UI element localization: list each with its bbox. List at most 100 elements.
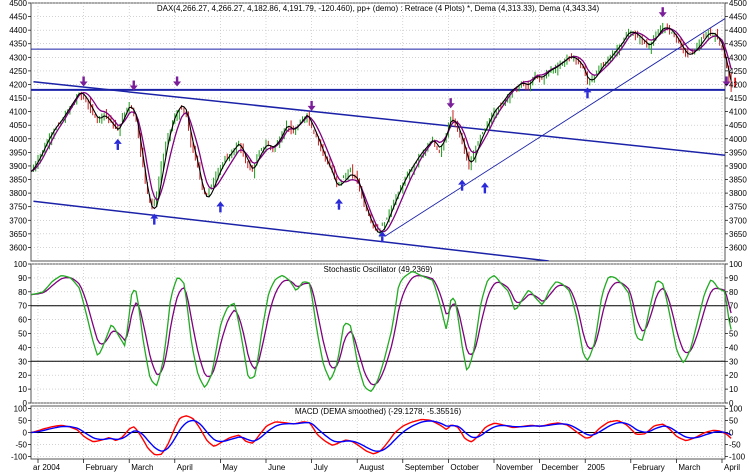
y-tick-label: 4250 <box>729 67 747 76</box>
down-arrow-icon <box>79 81 88 87</box>
y-tick-label: 4300 <box>9 53 27 62</box>
y-tick-label: 40 <box>729 343 738 352</box>
y-tick-label: 3650 <box>9 230 27 239</box>
down-arrow-shaft <box>449 98 452 105</box>
x-tick-label: May <box>222 463 237 472</box>
down-arrow-icon <box>722 81 731 87</box>
up-arrow-shaft <box>586 92 589 99</box>
down-arrow-shaft <box>310 100 313 107</box>
y-tick-label: 4050 <box>9 121 27 130</box>
y-tick-label: 4200 <box>9 80 27 89</box>
y-tick-label: 4500 <box>729 0 747 8</box>
up-arrow-shaft <box>460 184 464 191</box>
y-tick-label: 0 <box>23 429 28 438</box>
stochastic-d-line <box>31 274 732 386</box>
stochastic-k-line <box>31 271 732 393</box>
y-tick-label: 3750 <box>729 203 747 212</box>
y-tick-label: 3800 <box>729 189 747 198</box>
stochastic-series <box>31 271 732 393</box>
y-tick-label: 10 <box>729 385 738 394</box>
y-tick-label: 4000 <box>9 135 27 144</box>
price-arrows <box>79 7 736 243</box>
x-tick-label: July <box>314 463 328 472</box>
x-axis: ar 2004 February March April May June July Augu… <box>33 459 740 472</box>
y-tick-label: 4100 <box>729 108 747 117</box>
y-tick-label: 10 <box>18 385 27 394</box>
price-axis-left: 3600 3650 3700 3750 3800 3850 3900 3950 4000 4050… <box>9 0 31 252</box>
y-tick-label: 3650 <box>729 230 747 239</box>
y-tick-label: 30 <box>18 357 27 366</box>
stochastic-axis-left: 0 10 20 30 40 50 60 70 80 90 100 <box>14 260 31 408</box>
price-axis-right: 3600 3650 3700 3750 3800 3850 3900 3950 4000 4050… <box>725 0 747 252</box>
y-tick-label: 80 <box>729 288 738 297</box>
up-arrow-shaft <box>116 143 119 150</box>
y-tick-label: 50 <box>729 416 738 425</box>
y-tick-label: 3750 <box>9 203 27 212</box>
x-tick-label: ar 2004 <box>33 463 61 472</box>
up-arrow-shaft <box>219 206 222 213</box>
up-arrow-icon <box>458 179 467 185</box>
up-arrow-icon <box>480 182 489 188</box>
y-tick-label: 3700 <box>9 216 27 225</box>
x-tick-label: December <box>542 463 579 472</box>
x-tick-label: 2005 <box>587 463 605 472</box>
x-tick-label: February <box>633 463 665 472</box>
stochastic-grid <box>31 263 725 404</box>
y-tick-label: 4000 <box>729 135 747 144</box>
up-arrow-icon <box>334 198 343 204</box>
y-tick-label: 4400 <box>9 26 27 35</box>
y-tick-label: 100 <box>14 260 28 269</box>
price-series <box>30 27 732 234</box>
y-tick-label: 50 <box>18 416 27 425</box>
y-tick-label: -50 <box>15 441 27 450</box>
y-tick-label: 0 <box>23 399 28 408</box>
y-tick-label: 3900 <box>9 162 27 171</box>
down-arrow-shaft <box>175 76 179 83</box>
y-tick-label: 3800 <box>9 189 27 198</box>
price-reference-lines <box>31 18 725 261</box>
y-tick-label: 4050 <box>729 121 747 130</box>
x-tick-label: June <box>268 463 286 472</box>
y-tick-label: 3850 <box>9 176 27 185</box>
up-arrow-shaft <box>381 236 384 243</box>
down-arrow-icon <box>173 81 182 87</box>
dema-slow-line <box>30 27 732 233</box>
y-tick-label: 70 <box>729 302 738 311</box>
x-tick-label: April <box>724 463 740 472</box>
y-tick-label: 4250 <box>9 67 27 76</box>
stochastic-panel-title: Stochastic Oscillator (49.2369) <box>324 265 433 274</box>
down-arrow-icon <box>129 85 138 91</box>
up-arrow-icon <box>583 87 592 93</box>
y-tick-label: 4350 <box>729 40 747 49</box>
y-tick-label: 4150 <box>729 94 747 103</box>
y-tick-label: 3700 <box>729 216 747 225</box>
y-tick-label: 0 <box>729 399 734 408</box>
x-tick-label: October <box>450 463 479 472</box>
y-tick-label: 70 <box>18 302 27 311</box>
y-tick-label: 4350 <box>9 40 27 49</box>
y-tick-label: -100 <box>11 453 28 462</box>
up-arrow-icon <box>378 231 387 237</box>
y-tick-label: 80 <box>18 288 27 297</box>
down-arrow-shaft <box>132 80 135 87</box>
macd-axis-left: 100 50 0 -50 -100 <box>11 404 31 462</box>
y-tick-label: 60 <box>18 316 27 325</box>
y-tick-label: 100 <box>729 404 743 413</box>
macd-panel-title: MACD (DEMA smoothed) (-29.1278, -5.35516… <box>295 407 462 416</box>
y-tick-label: 3900 <box>729 162 747 171</box>
y-tick-label: 4500 <box>9 0 27 8</box>
price-grid <box>31 2 725 261</box>
macd-series <box>31 415 732 456</box>
y-tick-label: 4150 <box>9 94 27 103</box>
y-tick-label: -100 <box>729 453 746 462</box>
y-tick-label: 3600 <box>729 243 747 252</box>
y-tick-label: 100 <box>14 404 28 413</box>
up-arrow-shaft <box>153 218 156 225</box>
x-tick-label: September <box>405 463 444 472</box>
down-arrow-shaft <box>725 76 728 83</box>
y-tick-label: 3600 <box>9 243 27 252</box>
dema-fast-line <box>30 27 732 234</box>
y-tick-label: 20 <box>729 371 738 380</box>
y-tick-label: 4450 <box>9 13 27 22</box>
